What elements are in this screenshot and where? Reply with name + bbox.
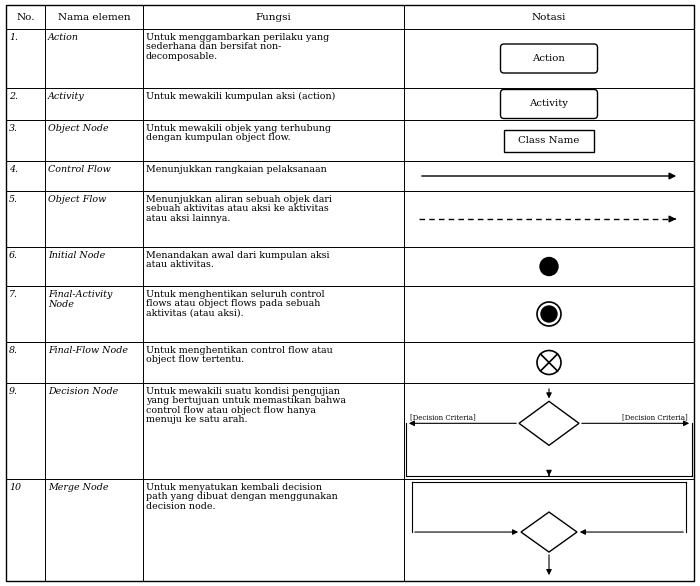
Text: [Decision Criteria]: [Decision Criteria]	[622, 413, 688, 421]
Text: 5.: 5.	[9, 195, 18, 204]
Text: Menandakan awal dari kumpulan aksi: Menandakan awal dari kumpulan aksi	[146, 251, 330, 260]
Text: path yang dibuat dengan menggunakan: path yang dibuat dengan menggunakan	[146, 492, 337, 502]
Text: Notasi: Notasi	[532, 12, 566, 22]
Text: yang bertujuan untuk memastikan bahwa: yang bertujuan untuk memastikan bahwa	[146, 396, 346, 406]
Text: Decision Node: Decision Node	[48, 387, 118, 396]
Text: Untuk menggambarkan perilaku yang: Untuk menggambarkan perilaku yang	[146, 33, 329, 42]
Text: Menunjukkan aliran sebuah objek dari: Menunjukkan aliran sebuah objek dari	[146, 195, 332, 204]
FancyBboxPatch shape	[500, 44, 598, 73]
Circle shape	[541, 306, 557, 322]
Text: decision node.: decision node.	[146, 502, 216, 511]
Text: Activity: Activity	[529, 100, 568, 108]
Text: sebuah aktivitas atau aksi ke aktivitas: sebuah aktivitas atau aksi ke aktivitas	[146, 205, 329, 213]
Text: Object Flow: Object Flow	[48, 195, 106, 204]
Text: 10: 10	[9, 483, 21, 492]
Text: Untuk mewakili suatu kondisi pengujian: Untuk mewakili suatu kondisi pengujian	[146, 387, 340, 396]
Text: 1.: 1.	[9, 33, 18, 42]
Text: dengan kumpulan object flow.: dengan kumpulan object flow.	[146, 134, 290, 142]
Text: Untuk mewakili kumpulan aksi (action): Untuk mewakili kumpulan aksi (action)	[146, 92, 335, 101]
Bar	[504, 130, 594, 152]
Text: Action: Action	[533, 54, 566, 63]
FancyBboxPatch shape	[500, 90, 598, 118]
Text: Untuk menghentikan control flow atau: Untuk menghentikan control flow atau	[146, 346, 332, 355]
Text: Object Node: Object Node	[48, 124, 108, 133]
Text: Final-Activity
Node: Final-Activity Node	[48, 290, 113, 309]
Text: Untuk menghentikan seluruh control: Untuk menghentikan seluruh control	[146, 290, 325, 299]
Text: Untuk mewakili objek yang terhubung: Untuk mewakili objek yang terhubung	[146, 124, 331, 133]
Text: menuju ke satu arah.: menuju ke satu arah.	[146, 415, 248, 424]
Circle shape	[540, 257, 558, 275]
Text: 9.: 9.	[9, 387, 18, 396]
Text: sederhana dan bersifat non-: sederhana dan bersifat non-	[146, 42, 281, 52]
Text: Initial Node: Initial Node	[48, 251, 105, 260]
Text: Merge Node: Merge Node	[48, 483, 108, 492]
Text: 2.: 2.	[9, 92, 18, 101]
Text: Untuk menyatukan kembali decision: Untuk menyatukan kembali decision	[146, 483, 322, 492]
Text: Final-Flow Node: Final-Flow Node	[48, 346, 128, 355]
Text: aktivitas (atau aksi).: aktivitas (atau aksi).	[146, 309, 244, 318]
Text: No.: No.	[16, 12, 35, 22]
Text: Action: Action	[48, 33, 79, 42]
Text: Menunjukkan rangkaian pelaksanaan: Menunjukkan rangkaian pelaksanaan	[146, 165, 327, 174]
Text: [Decision Criteria]: [Decision Criteria]	[410, 413, 476, 421]
Text: Control Flow: Control Flow	[48, 165, 111, 174]
Text: decomposable.: decomposable.	[146, 52, 218, 61]
Circle shape	[537, 350, 561, 374]
Text: Activity: Activity	[48, 92, 85, 101]
Text: flows atau object flows pada sebuah: flows atau object flows pada sebuah	[146, 299, 321, 308]
Text: Nama elemen: Nama elemen	[57, 12, 130, 22]
Text: atau aktivitas.: atau aktivitas.	[146, 260, 214, 270]
Text: object flow tertentu.: object flow tertentu.	[146, 355, 244, 364]
Polygon shape	[519, 401, 579, 445]
Text: 4.: 4.	[9, 165, 18, 174]
Circle shape	[537, 302, 561, 326]
Text: 8.: 8.	[9, 346, 18, 355]
Text: Class Name: Class Name	[518, 136, 580, 145]
Text: Fungsi: Fungsi	[256, 12, 291, 22]
Text: 6.: 6.	[9, 251, 18, 260]
Text: 3.: 3.	[9, 124, 18, 133]
Polygon shape	[521, 512, 577, 552]
Text: control flow atau object flow hanya: control flow atau object flow hanya	[146, 406, 316, 415]
Text: atau aksi lainnya.: atau aksi lainnya.	[146, 214, 230, 223]
Text: 7.: 7.	[9, 290, 18, 299]
